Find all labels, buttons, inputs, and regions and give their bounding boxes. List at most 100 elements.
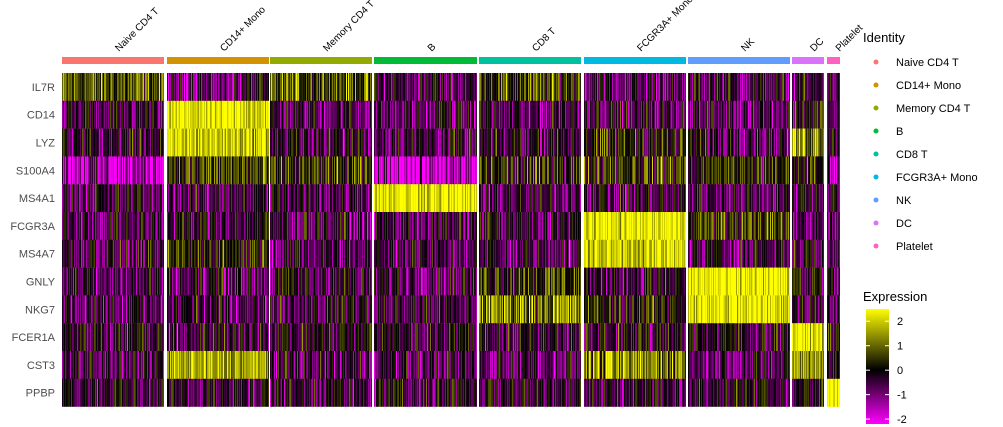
heatmap-cell: [267, 128, 268, 157]
heatmap-cell: [86, 100, 87, 129]
heatmap-cell: [376, 184, 377, 213]
heatmap-cell: [192, 156, 193, 185]
heatmap-cell: [151, 184, 152, 213]
heatmap-cell: [359, 73, 360, 101]
heatmap-cell: [296, 212, 297, 240]
heatmap-cell: [712, 156, 713, 185]
heatmap-cell: [727, 128, 728, 157]
heatmap-cell: [829, 128, 830, 157]
heatmap-cell: [337, 73, 338, 101]
heatmap-cell: [369, 128, 370, 157]
heatmap-cell: [273, 100, 274, 129]
heatmap-cell: [189, 156, 190, 185]
heatmap-cell: [722, 156, 723, 185]
heatmap-cell: [559, 156, 560, 185]
heatmap-cell: [345, 184, 346, 213]
heatmap-cell: [314, 239, 315, 268]
heatmap-cell: [226, 212, 227, 240]
heatmap-cell: [100, 184, 101, 213]
heatmap-cell: [533, 128, 534, 157]
heatmap-cell: [613, 73, 614, 101]
heatmap-cell: [260, 73, 261, 101]
heatmap-cell: [363, 212, 364, 240]
heatmap-cell: [509, 128, 510, 157]
heatmap-cell: [426, 184, 427, 213]
heatmap-cell: [808, 156, 809, 185]
heatmap-cell: [531, 128, 532, 157]
heatmap-cell: [167, 239, 168, 268]
heatmap-cell: [147, 100, 148, 129]
heatmap-cell: [729, 184, 730, 213]
heatmap-cell: [667, 156, 668, 185]
heatmap-cell: [350, 100, 351, 129]
heatmap-cell: [197, 100, 198, 129]
heatmap-cell: [576, 73, 577, 101]
heatmap-cell: [254, 128, 255, 157]
heatmap-cell: [729, 212, 730, 240]
heatmap-cell: [575, 128, 576, 157]
heatmap-cell: [652, 73, 653, 101]
heatmap-cell: [728, 73, 729, 101]
heatmap-cell: [236, 184, 237, 213]
heatmap-cell: [380, 73, 381, 101]
heatmap-cell: [639, 100, 640, 129]
heatmap-cell: [696, 184, 697, 213]
heatmap-cell: [82, 184, 83, 213]
heatmap-cell: [836, 156, 837, 185]
heatmap-cell: [277, 73, 278, 101]
heatmap-cell: [722, 212, 723, 240]
heatmap-cell: [241, 100, 242, 129]
heatmap-cell: [367, 128, 368, 157]
heatmap-cell: [379, 239, 380, 268]
heatmap-cell: [435, 239, 436, 268]
heatmap-cell: [94, 212, 95, 240]
heatmap-cell: [585, 156, 586, 185]
heatmap-cell: [97, 73, 98, 101]
heatmap-cell: [180, 212, 181, 240]
heatmap-cell: [151, 212, 152, 240]
heatmap-cell: [218, 100, 219, 129]
heatmap-cell: [349, 73, 350, 101]
heatmap-cell: [349, 184, 350, 213]
heatmap-cell: [468, 239, 469, 268]
heatmap-cell: [501, 156, 502, 185]
heatmap-cell: [238, 100, 239, 129]
heatmap-cell: [569, 73, 570, 101]
heatmap-cell: [82, 128, 83, 157]
heatmap-cell: [602, 184, 603, 213]
heatmap-cell: [415, 73, 416, 101]
heatmap-cell: [364, 100, 365, 129]
heatmap-cell: [562, 128, 563, 157]
heatmap-cell: [374, 73, 375, 101]
heatmap-cell: [411, 128, 412, 157]
heatmap-cell: [92, 212, 93, 240]
heatmap-cell: [433, 73, 434, 101]
heatmap-cell: [411, 156, 412, 185]
heatmap-cell: [235, 156, 236, 185]
heatmap-cell: [337, 100, 338, 129]
heatmap-cell: [641, 128, 642, 157]
heatmap-cell: [440, 184, 441, 213]
heatmap-cell: [365, 73, 366, 101]
heatmap-cell: [406, 73, 407, 101]
heatmap-cell: [400, 100, 401, 129]
heatmap-cell: [411, 184, 412, 213]
heatmap-cell: [479, 212, 480, 240]
heatmap-cell: [124, 73, 125, 101]
heatmap-cell: [192, 100, 193, 129]
heatmap-cell: [727, 156, 728, 185]
heatmap-cell: [725, 128, 726, 157]
heatmap-cell: [816, 100, 817, 129]
heatmap-cell: [715, 212, 716, 240]
heatmap-cell: [151, 156, 152, 185]
heatmap-cell: [145, 212, 146, 240]
heatmap-cell: [278, 73, 279, 101]
heatmap-cell: [775, 184, 776, 213]
heatmap-cell: [472, 239, 473, 268]
heatmap-cell: [367, 156, 368, 185]
heatmap-cell: [155, 156, 156, 185]
heatmap-cell: [453, 128, 454, 157]
heatmap-cell: [448, 128, 449, 157]
heatmap-cell: [548, 156, 549, 185]
heatmap-cell: [282, 128, 283, 157]
